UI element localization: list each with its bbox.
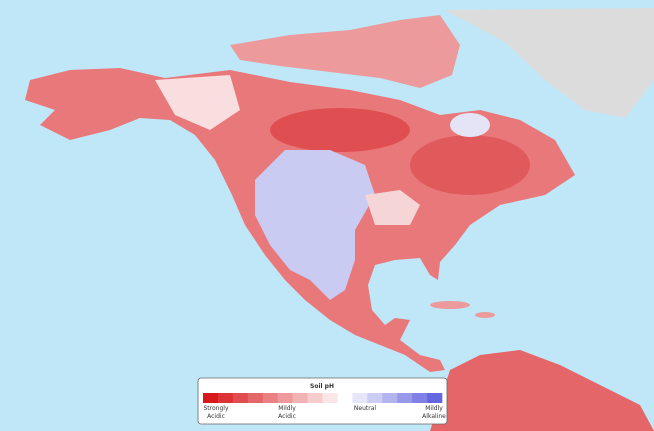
plains-region (365, 190, 420, 225)
legend-label: Neutral (354, 405, 376, 412)
legend-swatch (217, 393, 234, 403)
hudson-region (450, 113, 490, 137)
legend-label: Alkaline (422, 413, 446, 420)
legend-swatch (427, 393, 443, 403)
legend-label: Acidic (278, 413, 296, 420)
legend-swatch (292, 393, 308, 403)
legend: Soil pH StronglyAcidicMildlyAcidicNeutra… (197, 377, 448, 425)
legend-swatch (277, 393, 293, 403)
legend-swatch (367, 393, 383, 403)
greenland (445, 8, 654, 118)
legend-label: Acidic (207, 413, 225, 420)
legend-swatch (307, 393, 323, 403)
cuba (430, 301, 470, 309)
legend-label: Strongly (204, 405, 229, 412)
south-america (430, 350, 654, 431)
legend-swatch (322, 393, 338, 403)
legend-swatch (203, 393, 219, 403)
legend-label: Mildly (278, 405, 296, 412)
yukon-region (155, 75, 240, 130)
hispaniola (475, 312, 495, 318)
acidic-region (410, 135, 530, 195)
legend-label: Mildly (425, 405, 443, 412)
legend-swatch (247, 393, 264, 403)
legend-swatch (352, 393, 368, 403)
legend-swatch (412, 393, 428, 403)
alkaline-region (255, 150, 375, 300)
arctic-islands (230, 15, 460, 88)
legend-swatch (397, 393, 413, 403)
acidic-region (270, 108, 410, 152)
legend-swatch (337, 393, 353, 403)
legend-title: Soil pH (310, 383, 334, 390)
legend-swatch (382, 393, 398, 403)
legend-swatch (262, 393, 278, 403)
legend-swatch (232, 393, 249, 403)
